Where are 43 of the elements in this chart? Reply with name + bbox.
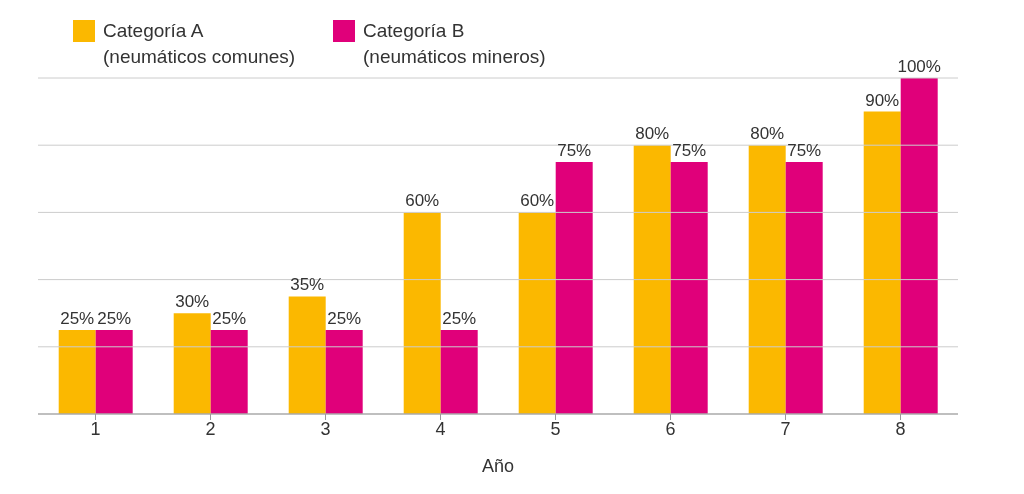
x-tick-label: 4 [435,418,446,439]
data-label: 35% [290,275,325,295]
x-tick-label: 5 [550,418,561,439]
bar [325,330,363,414]
data-label: 100% [897,57,941,76]
x-tick-label: 2 [205,418,216,439]
data-label: 25% [327,309,362,328]
data-label: 75% [672,141,707,160]
bar [555,162,593,414]
bar [58,330,96,414]
data-label: 60% [520,191,555,211]
x-tick-label: 8 [895,418,906,439]
data-label: 25% [60,309,95,328]
data-label: 75% [557,141,592,160]
bar [748,145,786,414]
bar [173,313,211,414]
bar [95,330,133,414]
x-tick-label: 1 [90,418,101,439]
bar [288,296,326,414]
data-label: 25% [212,309,247,328]
data-label: 60% [405,191,440,211]
bar [210,330,248,414]
bar [863,111,901,414]
legend-label: Categoría B (neumáticos mineros) [363,19,547,69]
x-tick-label: 7 [780,418,791,439]
bar [440,330,478,414]
x-tick-label: 6 [665,418,676,439]
data-label: 75% [787,141,822,160]
data-label: 80% [635,124,670,144]
data-label: 25% [97,309,132,328]
data-label: 80% [750,124,785,144]
bar [403,212,441,414]
x-tick-label: 3 [320,418,331,439]
x-axis-title: Año [481,456,515,476]
bar [518,212,556,414]
bar [670,162,708,414]
data-label: 30% [175,292,210,312]
data-label: 90% [865,90,900,110]
legend-label: Categoría A (neumáticos comunes) [103,19,297,69]
bar [900,78,938,414]
data-label: 25% [442,309,477,328]
bar [633,145,671,414]
bar [785,162,823,414]
